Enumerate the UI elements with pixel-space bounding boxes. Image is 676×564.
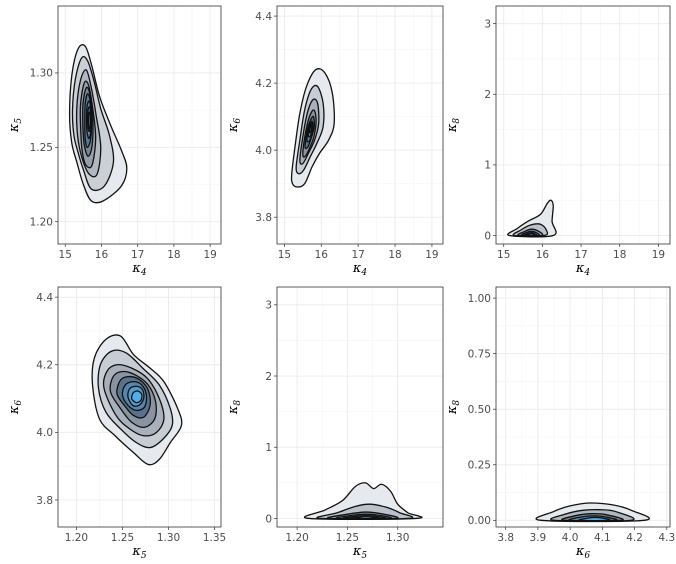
panel-k5-k8: 1.20 1.25 1.30 0 1 2 3 κ5 κ8 [226, 286, 444, 561]
y-tick-label: 0.25 [468, 460, 491, 472]
x-tick-label: 1.35 [203, 532, 226, 544]
y-tick-label: 4.2 [36, 360, 53, 372]
y-tick-label: 0.75 [468, 348, 491, 360]
density-level-8 [130, 390, 143, 404]
y-tick-label: 3.8 [36, 495, 53, 507]
x-tick-label: 4.0 [562, 532, 579, 544]
panel-border [57, 286, 222, 528]
y-tick-label: 1.25 [30, 142, 53, 154]
panel-k5-k6: 1.20 1.25 1.30 1.35 3.8 4.0 4.2 4.4 κ5 κ6 [7, 286, 226, 561]
y-tick-label: 0 [484, 230, 491, 242]
y-axis-title: κ6 [226, 118, 243, 134]
x-tick-label: 16 [536, 249, 550, 261]
panel-border [276, 286, 444, 528]
x-tick-label: 3.8 [497, 532, 514, 544]
x-tick-label: 15 [278, 249, 291, 261]
grid [58, 6, 221, 244]
density-contours [507, 199, 557, 238]
density-contours [290, 68, 336, 188]
density-level-6 [350, 516, 381, 520]
density-level-8 [308, 124, 313, 134]
grid [277, 6, 443, 244]
y-tick-label: 4.0 [36, 427, 53, 439]
y-tick-label: 2 [484, 89, 491, 101]
x-axis-title: κ6 [575, 544, 591, 561]
grid [496, 6, 670, 244]
x-tick-label: 18 [167, 249, 180, 261]
x-axis-title: κ5 [352, 544, 368, 561]
y-tick-label: 1 [265, 442, 272, 454]
y-axis-title: κ5 [7, 118, 24, 134]
panel-border [495, 286, 671, 528]
x-tick-label: 18 [388, 249, 401, 261]
density-contours [303, 482, 423, 521]
y-tick-label: 1.00 [468, 293, 491, 305]
y-tick-label: 1.30 [30, 68, 53, 80]
y-tick-label: 4.0 [255, 145, 272, 157]
x-tick-label: 18 [613, 249, 626, 261]
density-level-5 [578, 516, 611, 522]
x-tick-label: 17 [574, 249, 587, 261]
y-axis-title: κ8 [445, 118, 462, 134]
y-tick-label: 0.00 [468, 515, 491, 527]
x-tick-label: 19 [425, 249, 438, 261]
y-tick-label: 2 [265, 371, 272, 383]
x-tick-label: 1.25 [336, 532, 359, 544]
y-tick-label: 0.50 [468, 404, 491, 416]
x-tick-label: 15 [497, 249, 510, 261]
panel-k4-k5: 15 16 17 18 19 1.20 1.25 1.30 κ4 κ5 [7, 5, 222, 278]
y-tick-label: 3 [484, 18, 491, 30]
x-tick-label: 19 [652, 249, 665, 261]
grid [496, 287, 670, 527]
y-axis-title: κ8 [445, 400, 462, 416]
x-tick-label: 19 [203, 249, 216, 261]
y-tick-label: 4.2 [255, 78, 272, 90]
x-tick-label: 1.25 [111, 532, 134, 544]
density-level-6 [525, 233, 536, 237]
x-axis-title: κ5 [131, 544, 147, 561]
x-tick-label: 4.3 [658, 532, 675, 544]
x-axis-title: κ4 [575, 261, 591, 278]
x-tick-label: 17 [351, 249, 364, 261]
panel-k4-k6: 15 16 17 18 19 3.8 4.0 4.2 4.4 κ4 κ6 [226, 5, 444, 278]
x-axis-title: κ4 [352, 261, 368, 278]
x-axis-title: κ4 [131, 261, 147, 278]
y-tick-label: 3.8 [255, 212, 272, 224]
panel-background [496, 287, 670, 527]
x-tick-label: 16 [315, 249, 329, 261]
y-tick-label: 1 [484, 160, 491, 172]
y-tick-label: 0 [265, 513, 272, 525]
x-tick-label: 1.30 [386, 532, 409, 544]
panel-background [496, 6, 670, 244]
y-axis-title: κ6 [7, 400, 24, 416]
density-contours [68, 44, 128, 204]
x-tick-label: 1.30 [157, 532, 180, 544]
grid [277, 287, 443, 527]
y-tick-label: 4.4 [255, 11, 272, 23]
x-tick-label: 4.1 [594, 532, 611, 544]
y-axis-title: κ8 [226, 400, 243, 416]
panel-k4-k8: 15 16 17 18 19 0 1 2 3 κ4 κ8 [445, 5, 671, 278]
panel-k6-k8: 3.8 3.9 4.0 4.1 4.2 4.3 0.00 0.25 0.50 0.75 1.00 κ6… [445, 286, 675, 561]
x-tick-label: 4.2 [626, 532, 643, 544]
y-tick-label: 1.20 [30, 216, 53, 228]
x-tick-label: 17 [131, 249, 144, 261]
x-tick-label: 16 [95, 249, 109, 261]
density-contours [91, 334, 183, 466]
y-tick-label: 4.4 [36, 292, 53, 304]
density-level-9 [87, 111, 91, 130]
x-tick-label: 3.9 [530, 532, 547, 544]
x-tick-label: 1.20 [285, 532, 308, 544]
panel-border [495, 5, 671, 245]
density-contours [535, 502, 650, 523]
panel-border [276, 5, 444, 245]
x-tick-label: 1.20 [65, 532, 88, 544]
panel-border [57, 5, 222, 245]
y-tick-label: 3 [265, 300, 272, 312]
x-tick-label: 15 [59, 249, 72, 261]
